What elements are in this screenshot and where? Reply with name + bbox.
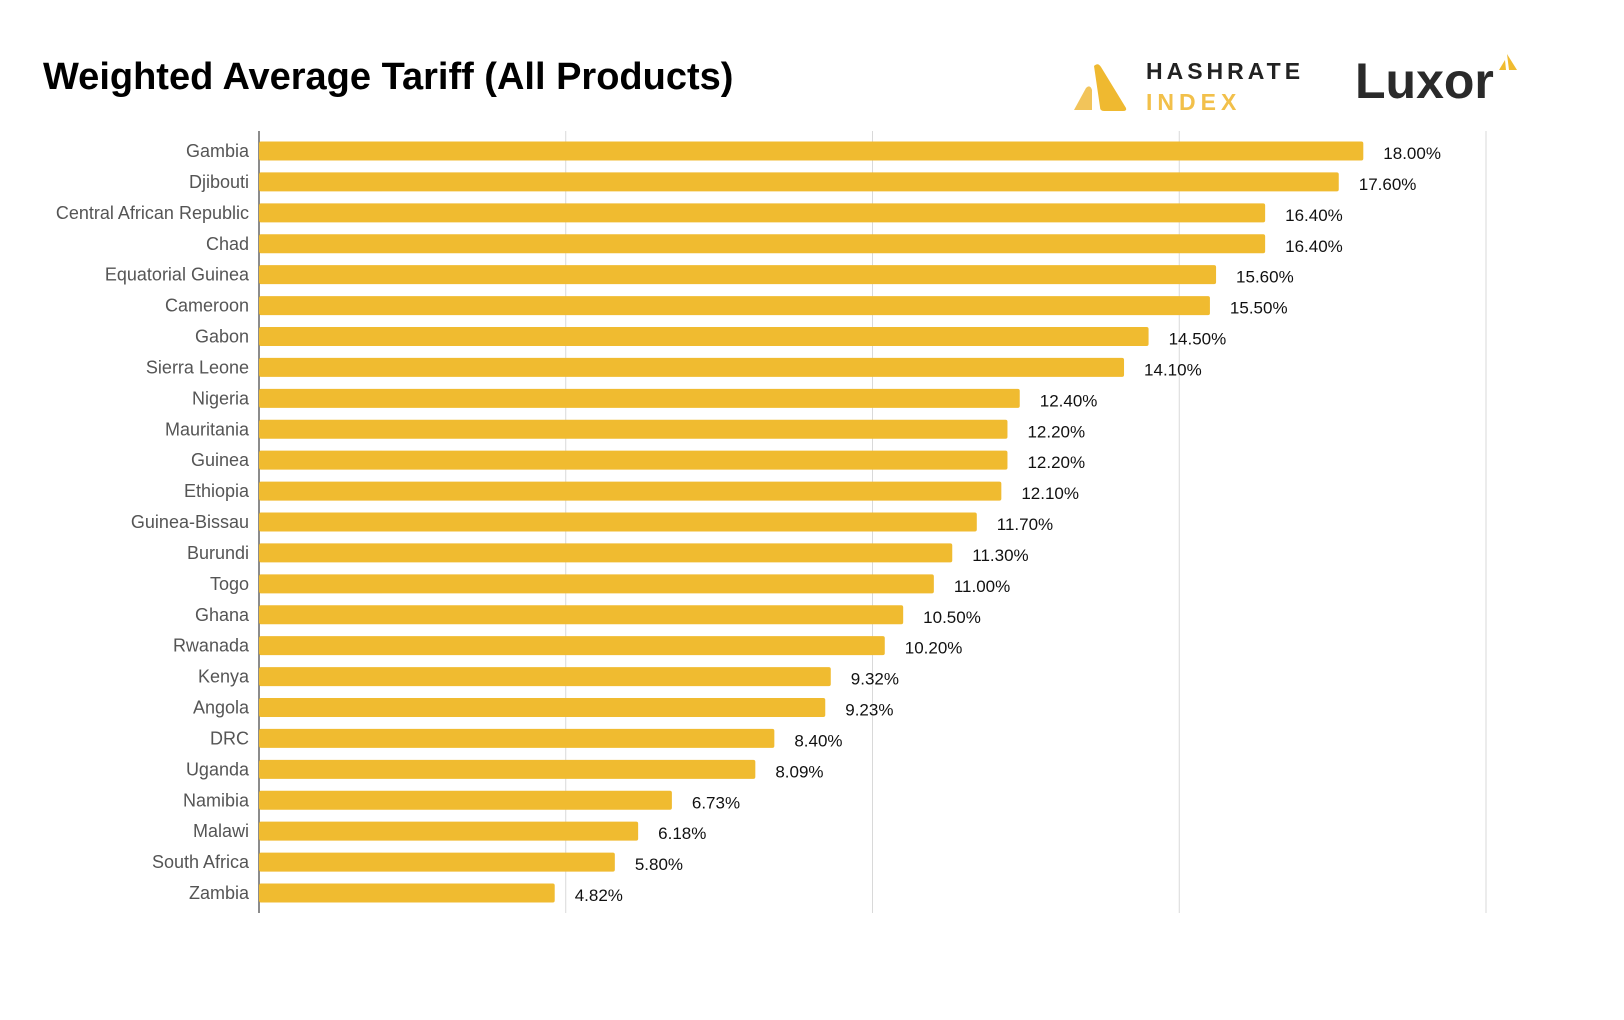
bar xyxy=(259,450,1008,470)
bar xyxy=(259,636,885,656)
hashrate-index-logo: HASHRATE INDEX xyxy=(1070,58,1310,118)
category-label: Rwanada xyxy=(173,636,250,656)
bar xyxy=(259,790,672,810)
bar xyxy=(259,821,639,841)
data-label: 11.30% xyxy=(972,546,1028,565)
data-label: 9.32% xyxy=(851,670,899,689)
data-label: 4.82% xyxy=(575,886,623,905)
data-label: 11.70% xyxy=(997,515,1053,534)
data-label: 12.20% xyxy=(1027,453,1085,472)
category-label: Guinea xyxy=(191,450,250,470)
data-label: 12.20% xyxy=(1027,422,1085,441)
chart-title: Weighted Average Tariff (All Products) xyxy=(43,56,734,98)
bar xyxy=(259,203,1266,223)
data-label: 18.00% xyxy=(1383,144,1441,163)
luxor-logo: Luxor xyxy=(1355,52,1517,110)
data-label: 8.09% xyxy=(775,762,823,781)
category-label: Zambia xyxy=(189,883,250,903)
category-label: Cameroon xyxy=(165,296,249,316)
category-label: Gambia xyxy=(186,141,250,161)
bar xyxy=(259,698,826,717)
bar xyxy=(259,388,1020,408)
category-label: Namibia xyxy=(183,790,250,810)
category-label: Gabon xyxy=(195,327,249,347)
category-label: Ethiopia xyxy=(184,481,250,501)
bar xyxy=(259,172,1339,192)
hashrate-text: HASHRATE xyxy=(1146,58,1305,84)
category-label: Equatorial Guinea xyxy=(105,265,250,285)
bar xyxy=(259,357,1125,377)
category-label: Djibouti xyxy=(189,172,249,192)
data-label: 16.40% xyxy=(1285,237,1343,256)
data-label: 8.40% xyxy=(794,731,842,750)
bar xyxy=(259,419,1008,439)
category-label: Togo xyxy=(210,574,249,594)
data-label: 9.23% xyxy=(845,701,893,720)
bar xyxy=(259,852,615,872)
category-label: Kenya xyxy=(198,667,250,687)
category-label: Chad xyxy=(206,234,249,254)
data-label: 10.20% xyxy=(905,639,963,658)
data-label: 5.80% xyxy=(635,855,683,874)
luxor-logo-icon xyxy=(1499,54,1517,70)
category-label: DRC xyxy=(210,728,249,748)
bar xyxy=(259,728,775,748)
data-label: 10.50% xyxy=(923,608,981,627)
category-label: Nigeria xyxy=(192,388,250,408)
bar xyxy=(259,141,1364,161)
data-label: 15.60% xyxy=(1236,268,1294,287)
category-label: Ghana xyxy=(195,605,250,625)
bar xyxy=(259,234,1266,254)
bar xyxy=(259,543,953,563)
bar xyxy=(259,883,555,903)
data-label: 14.10% xyxy=(1144,360,1202,379)
hashrate-logo-icon xyxy=(1074,64,1127,111)
category-label: Central African Republic xyxy=(56,203,249,223)
data-label: 6.18% xyxy=(658,824,706,843)
category-label: Mauritania xyxy=(165,419,250,439)
bar xyxy=(259,296,1210,316)
bar xyxy=(259,605,904,625)
data-label: 16.40% xyxy=(1285,206,1343,225)
category-label: Sierra Leone xyxy=(146,357,249,377)
index-text: INDEX xyxy=(1146,89,1242,115)
category-label: Malawi xyxy=(193,821,249,841)
data-label: 6.73% xyxy=(692,793,740,812)
category-label: South Africa xyxy=(152,852,250,872)
category-label: Burundi xyxy=(187,543,249,563)
data-label: 12.40% xyxy=(1040,391,1098,410)
bar xyxy=(259,481,1002,501)
data-label: 12.10% xyxy=(1021,484,1079,503)
bar xyxy=(259,574,934,594)
category-label: Guinea-Bissau xyxy=(131,512,249,532)
bar xyxy=(259,759,756,779)
bar xyxy=(259,667,831,687)
category-label: Uganda xyxy=(186,759,250,779)
bar xyxy=(259,265,1217,285)
data-label: 14.50% xyxy=(1169,330,1227,349)
bar xyxy=(259,327,1149,346)
category-label: Angola xyxy=(193,698,250,718)
data-label: 11.00% xyxy=(954,577,1010,596)
luxor-text: Luxor xyxy=(1355,53,1494,109)
bar xyxy=(259,512,977,532)
data-label: 15.50% xyxy=(1230,299,1288,318)
data-label: 17.60% xyxy=(1359,175,1417,194)
